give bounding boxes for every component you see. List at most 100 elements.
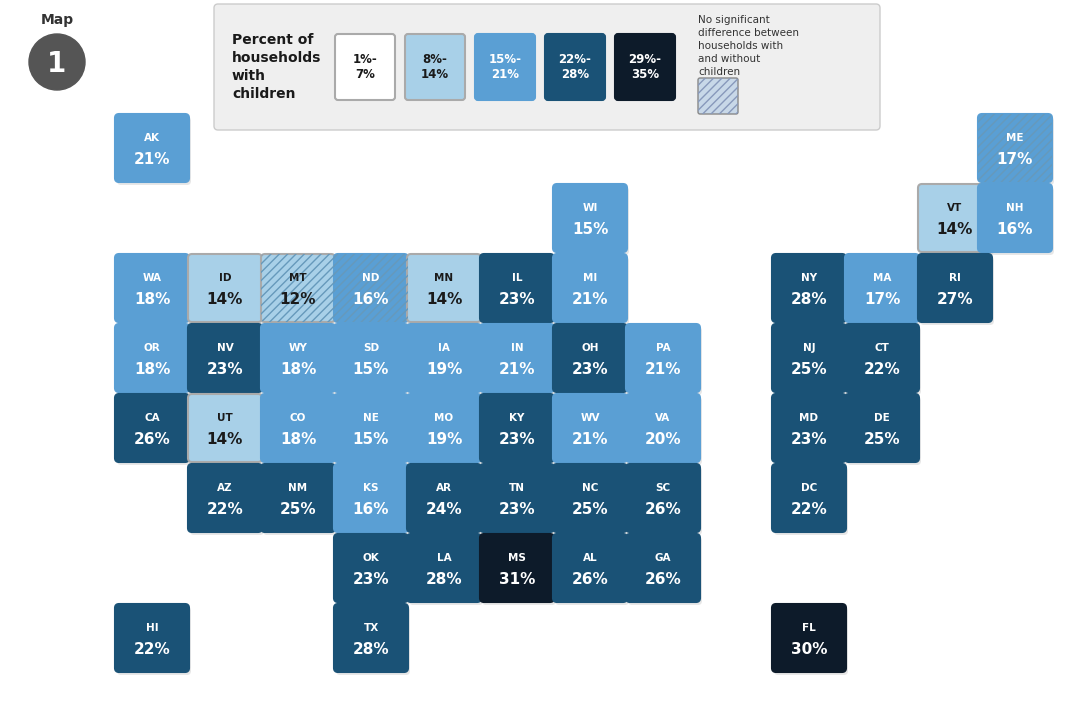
Text: 26%: 26% <box>645 572 681 587</box>
FancyBboxPatch shape <box>261 254 335 322</box>
Text: 21%: 21% <box>133 152 171 168</box>
Text: CA: CA <box>144 413 160 423</box>
FancyBboxPatch shape <box>626 534 700 602</box>
FancyBboxPatch shape <box>978 184 1052 252</box>
Text: 22%: 22% <box>791 503 827 517</box>
Text: 21%: 21% <box>571 293 609 307</box>
FancyBboxPatch shape <box>407 254 481 322</box>
FancyBboxPatch shape <box>263 327 337 395</box>
Text: NE: NE <box>364 413 378 423</box>
Text: 18%: 18% <box>134 362 171 377</box>
FancyBboxPatch shape <box>190 327 264 395</box>
Text: 17%: 17% <box>997 152 1033 168</box>
Text: 25%: 25% <box>863 432 901 448</box>
Circle shape <box>29 34 85 90</box>
FancyBboxPatch shape <box>336 257 410 325</box>
Text: 12%: 12% <box>279 293 317 307</box>
FancyBboxPatch shape <box>115 324 189 392</box>
FancyBboxPatch shape <box>553 394 627 462</box>
Text: 18%: 18% <box>279 362 317 377</box>
Text: NY: NY <box>801 273 817 283</box>
Text: IN: IN <box>511 343 523 353</box>
FancyBboxPatch shape <box>261 394 335 462</box>
Text: 15%: 15% <box>353 432 389 448</box>
Text: ID: ID <box>219 273 231 283</box>
FancyBboxPatch shape <box>555 537 629 605</box>
Text: 23%: 23% <box>499 293 535 307</box>
Text: Map: Map <box>41 13 74 27</box>
Text: 23%: 23% <box>499 503 535 517</box>
FancyBboxPatch shape <box>407 534 481 602</box>
FancyBboxPatch shape <box>918 184 992 252</box>
Text: 17%: 17% <box>863 293 900 307</box>
Text: OH: OH <box>581 343 599 353</box>
Text: VA: VA <box>656 413 671 423</box>
FancyBboxPatch shape <box>615 34 675 100</box>
FancyBboxPatch shape <box>845 254 919 322</box>
Text: DC: DC <box>801 483 818 493</box>
FancyBboxPatch shape <box>336 607 410 675</box>
FancyBboxPatch shape <box>698 78 738 114</box>
Text: VT: VT <box>948 203 963 213</box>
Text: 20%: 20% <box>645 432 681 448</box>
FancyBboxPatch shape <box>480 254 554 322</box>
FancyBboxPatch shape <box>263 397 337 465</box>
FancyBboxPatch shape <box>188 324 262 392</box>
Text: 21%: 21% <box>571 432 609 448</box>
FancyBboxPatch shape <box>772 254 846 322</box>
Text: 24%: 24% <box>425 503 463 517</box>
Text: 25%: 25% <box>279 503 317 517</box>
FancyBboxPatch shape <box>214 4 881 130</box>
FancyBboxPatch shape <box>407 464 481 532</box>
FancyBboxPatch shape <box>334 604 408 672</box>
FancyBboxPatch shape <box>774 467 847 535</box>
FancyBboxPatch shape <box>261 324 335 392</box>
Text: LA: LA <box>437 553 451 563</box>
FancyBboxPatch shape <box>774 607 847 675</box>
Text: Percent of
households
with
children: Percent of households with children <box>232 33 321 101</box>
FancyBboxPatch shape <box>845 324 919 392</box>
Text: NV: NV <box>216 343 233 353</box>
Text: MA: MA <box>873 273 891 283</box>
Text: 28%: 28% <box>353 642 389 658</box>
Text: UT: UT <box>217 413 232 423</box>
FancyBboxPatch shape <box>628 327 702 395</box>
FancyBboxPatch shape <box>115 254 189 322</box>
FancyBboxPatch shape <box>980 117 1054 185</box>
FancyBboxPatch shape <box>482 257 556 325</box>
Text: 1: 1 <box>47 50 66 78</box>
FancyBboxPatch shape <box>480 464 554 532</box>
FancyBboxPatch shape <box>555 327 629 395</box>
Text: 28%: 28% <box>791 293 827 307</box>
FancyBboxPatch shape <box>918 254 992 322</box>
FancyBboxPatch shape <box>774 327 847 395</box>
Text: 29%-
35%: 29%- 35% <box>629 53 662 81</box>
Text: OR: OR <box>144 343 160 353</box>
FancyBboxPatch shape <box>115 114 189 182</box>
FancyBboxPatch shape <box>480 534 554 602</box>
FancyBboxPatch shape <box>409 467 483 535</box>
FancyBboxPatch shape <box>480 394 554 462</box>
FancyBboxPatch shape <box>336 397 410 465</box>
FancyBboxPatch shape <box>920 187 994 255</box>
Text: SD: SD <box>362 343 379 353</box>
Text: 19%: 19% <box>425 362 463 377</box>
Text: 1%-
7%: 1%- 7% <box>353 53 377 81</box>
Text: 21%: 21% <box>499 362 535 377</box>
FancyBboxPatch shape <box>335 34 395 100</box>
FancyBboxPatch shape <box>261 464 335 532</box>
FancyBboxPatch shape <box>117 117 191 185</box>
Text: DE: DE <box>874 413 890 423</box>
Text: WA: WA <box>143 273 162 283</box>
Text: 25%: 25% <box>791 362 827 377</box>
Text: KS: KS <box>364 483 378 493</box>
FancyBboxPatch shape <box>480 324 554 392</box>
FancyBboxPatch shape <box>555 467 629 535</box>
Text: 21%: 21% <box>645 362 681 377</box>
Text: 16%: 16% <box>997 223 1033 238</box>
FancyBboxPatch shape <box>482 467 556 535</box>
FancyBboxPatch shape <box>847 257 921 325</box>
Text: 25%: 25% <box>571 503 609 517</box>
Text: MI: MI <box>583 273 597 283</box>
Text: IL: IL <box>512 273 522 283</box>
